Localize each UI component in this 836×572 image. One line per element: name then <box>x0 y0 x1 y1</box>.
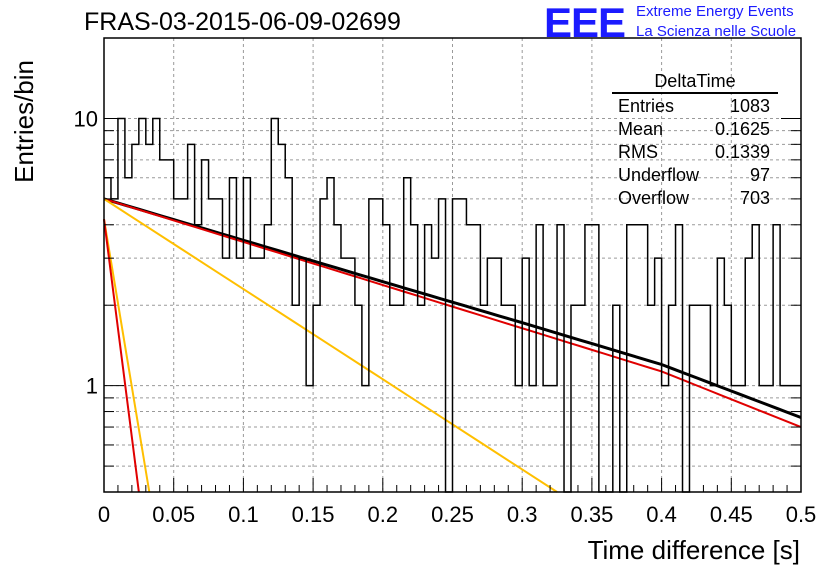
y-tick-label: 1 <box>86 374 98 399</box>
stats-box-title: DeltaTime <box>612 70 778 94</box>
stats-key: RMS <box>618 142 658 162</box>
x-tick-label: 0.1 <box>228 502 259 527</box>
stats-row-rms: RMS 0.1339 <box>612 141 778 164</box>
stats-value: 97 <box>749 165 770 185</box>
stats-row-mean: Mean 0.1625 <box>612 118 778 141</box>
stats-value: 0.1339 <box>714 142 770 162</box>
y-tick-label: 10 <box>74 106 98 131</box>
x-tick-label: 0.15 <box>292 502 335 527</box>
stats-box: DeltaTime Entries 1083 Mean 0.1625 RMS 0… <box>612 70 778 210</box>
stats-row-entries: Entries 1083 <box>612 95 778 118</box>
fit-curve <box>103 218 151 493</box>
x-tick-labels: 0 0.05 0.1 0.15 0.2 0.25 0.3 0.35 0.4 0.45 0.5 <box>98 502 816 527</box>
stats-value: 703 <box>739 188 770 208</box>
stats-value: 1083 <box>729 96 770 116</box>
x-tick-label: 0.4 <box>646 502 677 527</box>
x-tick-label: 0.05 <box>152 502 195 527</box>
x-tick-label: 0 <box>98 502 110 527</box>
stats-key: Mean <box>618 119 664 139</box>
stats-key: Entries <box>618 96 675 116</box>
stats-row-underflow: Underflow 97 <box>612 164 778 187</box>
stats-key: Underflow <box>618 165 700 185</box>
stats-key: Overflow <box>618 188 690 208</box>
x-axis-label: Time difference [s] <box>588 535 800 565</box>
eee-logo: EEE <box>544 0 626 46</box>
y-tick-labels: 1 10 <box>74 106 98 398</box>
histogram <box>104 117 801 493</box>
fit-curve <box>103 218 140 493</box>
axis-ticks <box>103 37 802 493</box>
logo-caption-line2: La Scienza nelle Scuole <box>636 23 797 40</box>
x-tick-label: 0.3 <box>507 502 538 527</box>
x-tick-label: 0.2 <box>368 502 399 527</box>
x-tick-label: 0.25 <box>431 502 474 527</box>
fit-curve <box>103 198 558 493</box>
stats-row-overflow: Overflow 703 <box>612 187 778 210</box>
chart-title: FRAS-03-2015-06-09-02699 <box>84 8 401 36</box>
x-tick-label: 0.35 <box>570 502 613 527</box>
x-tick-label: 0.45 <box>710 502 753 527</box>
x-tick-label: 0.5 <box>786 502 817 527</box>
y-axis-label: Entries/bin <box>9 60 39 183</box>
stats-value: 0.1625 <box>714 119 770 139</box>
histogram-outline <box>104 117 801 493</box>
logo-caption-line1: Extreme Energy Events <box>636 3 794 20</box>
